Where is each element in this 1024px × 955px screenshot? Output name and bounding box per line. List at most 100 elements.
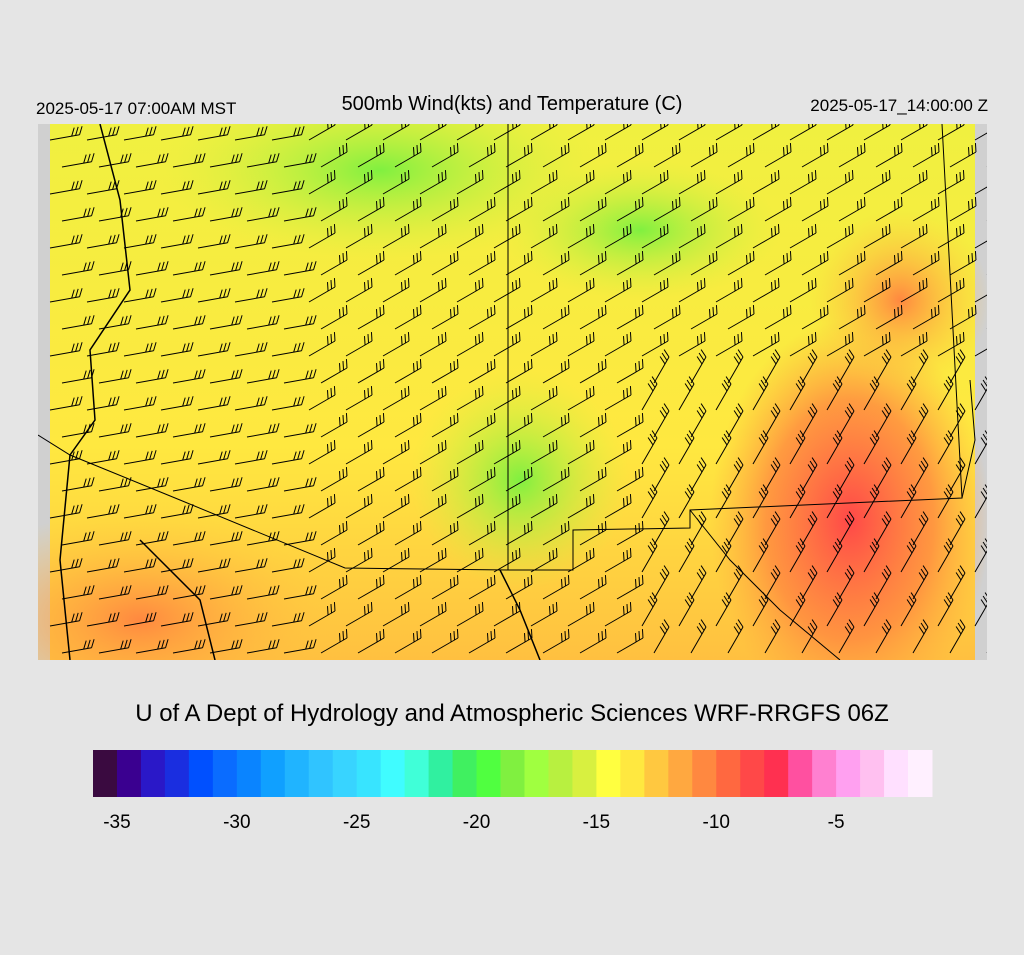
barb-feather [982,433,987,442]
barb-feather [885,511,892,520]
barb-feather [703,124,706,126]
wind-barb [542,629,570,654]
barb-feather [760,595,767,604]
barb-feather [626,334,629,344]
wind-barb [431,575,459,600]
barb-feather [723,487,730,496]
barb-feather [186,180,190,190]
barb-feather [165,261,169,270]
wind-barb [789,592,806,627]
barb-feather [846,514,853,523]
barb-feather [957,460,964,469]
barb-shaft [271,512,302,519]
barb-feather [305,424,309,434]
barb-feather [789,305,792,315]
barb-shaft [653,410,670,438]
wind-barb [900,224,928,249]
barb-feather [235,423,239,433]
barb-feather [885,334,888,344]
barb-feather [1002,201,1009,210]
barb-feather [524,417,526,427]
barb-shaft [86,188,117,195]
barb-feather [364,336,366,346]
barb-shaft [271,350,302,357]
wind-barb [542,197,570,222]
barb-feather [649,541,656,550]
barb-shaft [900,599,917,627]
barb-shaft [86,458,117,465]
barb-shaft [394,637,422,654]
wind-barb [974,430,987,465]
wind-barb [912,197,940,222]
wind-barb [98,369,132,384]
barb-feather [552,334,555,344]
barb-feather [786,307,789,317]
barb-feather [869,545,876,554]
barb-feather [934,253,937,263]
barb-shaft [172,215,203,222]
wind-barb [900,538,917,573]
barb-shaft [123,404,154,411]
wind-barb [493,548,521,573]
barb-shaft [431,259,459,276]
barb-feather [333,224,336,234]
barb-feather [712,307,715,317]
barb-shaft [764,356,781,384]
barb-feather [401,390,403,400]
barb-feather [567,467,570,477]
wind-barb [382,170,410,195]
barb-feather [934,199,937,209]
barb-feather [700,565,707,574]
barb-feather [851,278,854,288]
barb-feather [475,336,477,346]
barb-feather [116,126,120,135]
barb-shaft [801,205,829,222]
barb-feather [223,126,227,136]
barb-feather [697,336,699,346]
wind-barb [431,305,459,330]
barb-feather [416,361,419,371]
barb-feather [956,336,958,346]
wind-barb [357,575,385,600]
wind-barb [752,538,769,573]
barb-feather [809,352,816,361]
barb-feather [700,349,707,358]
barb-feather [364,390,366,400]
barb-shaft [875,259,903,276]
barb-feather [515,442,518,452]
barb-feather [561,417,563,427]
barb-feather [202,423,206,432]
barb-feather [264,558,268,567]
barb-shaft [61,161,92,168]
barb-feather [698,568,705,577]
barb-shaft [530,610,558,627]
barb-feather [947,538,954,547]
barb-feather [293,613,297,623]
barb-shaft [986,518,987,546]
wind-barb [209,315,243,330]
barb-shaft [419,448,447,465]
barb-feather [149,234,153,244]
barb-feather [626,604,629,614]
barb-feather [453,523,456,533]
wind-barb [542,467,570,492]
barb-feather [797,379,804,388]
barb-feather [846,622,853,631]
barb-feather [194,370,198,380]
wind-barb [505,197,533,222]
barb-shaft [283,269,314,276]
wind-barb [937,430,954,465]
barb-feather [268,586,272,596]
barb-feather [120,208,124,218]
barb-shaft [863,545,880,573]
barb-feather [124,639,128,649]
barb-shaft [530,232,558,249]
barb-feather [715,197,718,207]
wind-barb [863,170,891,195]
barb-feather [186,342,190,352]
barb-shaft [431,529,459,546]
barb-feather [649,595,656,604]
barb-feather [760,379,767,388]
barb-feather [145,559,149,569]
barb-feather [684,491,691,500]
